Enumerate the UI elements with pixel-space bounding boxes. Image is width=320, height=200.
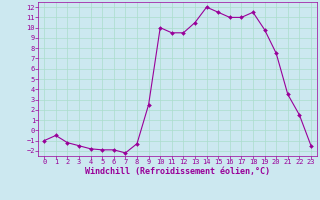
X-axis label: Windchill (Refroidissement éolien,°C): Windchill (Refroidissement éolien,°C) (85, 167, 270, 176)
